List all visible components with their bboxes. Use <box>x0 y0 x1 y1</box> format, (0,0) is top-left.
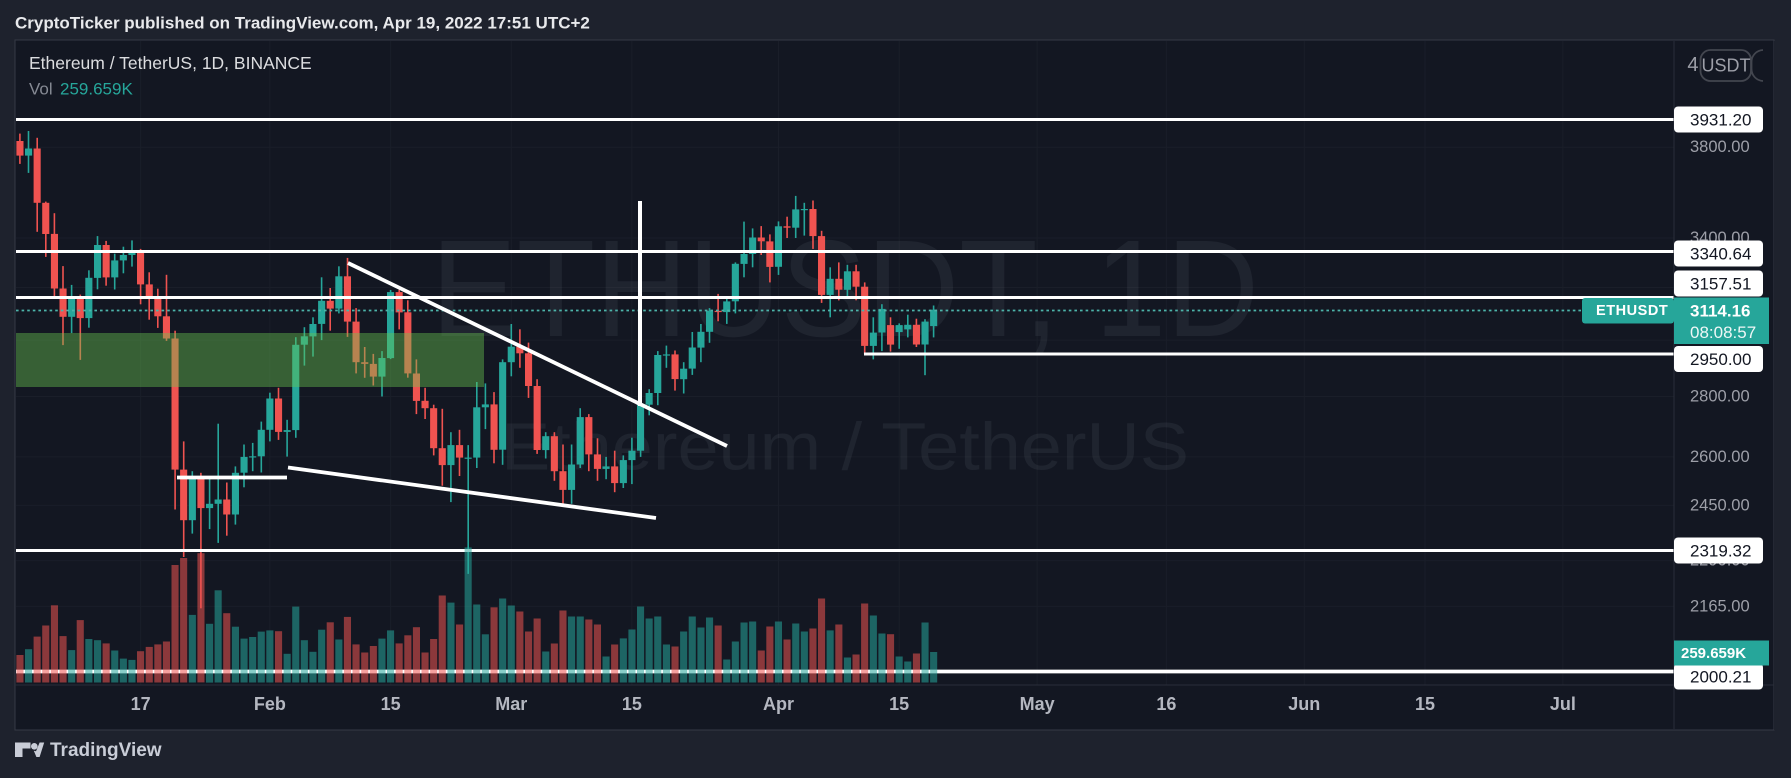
svg-text:3340.64: 3340.64 <box>1690 245 1751 264</box>
svg-text:Vol: Vol <box>29 80 53 99</box>
svg-text:15: 15 <box>889 694 909 714</box>
svg-text:3800.00: 3800.00 <box>1690 138 1750 156</box>
svg-text:CryptoTicker published on Trad: CryptoTicker published on TradingView.co… <box>15 14 590 33</box>
svg-text:15: 15 <box>622 694 642 714</box>
svg-text:3114.16: 3114.16 <box>1690 302 1751 321</box>
svg-text:15: 15 <box>381 694 401 714</box>
svg-text:2000.21: 2000.21 <box>1690 668 1751 687</box>
svg-text:Apr: Apr <box>763 694 794 714</box>
svg-text:ETHUSDT: ETHUSDT <box>1596 303 1668 319</box>
svg-text:3157.51: 3157.51 <box>1690 275 1751 294</box>
svg-text:08:08:57: 08:08:57 <box>1690 323 1756 342</box>
svg-text:3931.20: 3931.20 <box>1690 111 1751 130</box>
svg-text:2950.00: 2950.00 <box>1690 350 1751 369</box>
svg-text:Jul: Jul <box>1550 694 1576 714</box>
svg-text:Jun: Jun <box>1288 694 1320 714</box>
svg-text:4: 4 <box>1687 54 1698 76</box>
svg-text:16: 16 <box>1156 694 1176 714</box>
svg-text:May: May <box>1020 694 1055 714</box>
svg-text:259.659K: 259.659K <box>1681 645 1746 662</box>
svg-text:TradingView: TradingView <box>50 740 162 761</box>
svg-text:2600.00: 2600.00 <box>1690 448 1750 466</box>
svg-text:15: 15 <box>1415 694 1435 714</box>
svg-text:Mar: Mar <box>495 694 527 714</box>
svg-text:2800.00: 2800.00 <box>1690 388 1750 406</box>
svg-text:259.659K: 259.659K <box>60 80 133 99</box>
svg-text:Ethereum / TetherUS, 1D, BINAN: Ethereum / TetherUS, 1D, BINANCE <box>29 53 312 73</box>
svg-text:2319.32: 2319.32 <box>1690 542 1751 561</box>
svg-text:2450.00: 2450.00 <box>1690 496 1750 514</box>
svg-text:Feb: Feb <box>254 694 286 714</box>
svg-text:Ethereum / TetherUS: Ethereum / TetherUS <box>501 410 1189 485</box>
svg-text:17: 17 <box>131 694 151 714</box>
svg-text:2165.00: 2165.00 <box>1690 597 1750 615</box>
svg-text:USDT: USDT <box>1702 56 1751 76</box>
